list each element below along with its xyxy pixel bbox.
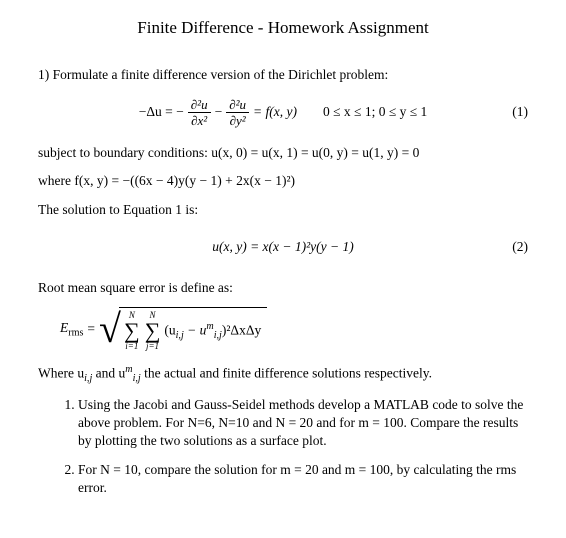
boundary-conditions: subject to boundary conditions: u(x, 0) … [38,144,528,162]
solution-intro: The solution to Equation 1 is: [38,201,528,219]
eq2-body: u(x, y) = x(x − 1)²y(y − 1) [212,239,354,255]
eq1-rhs: = f(x, y) [253,104,297,120]
erms-term: (ui,j − umi,j)²ΔxΔy [164,321,261,341]
eq1-domain: 0 ≤ x ≤ 1; 0 ≤ y ≤ 1 [323,104,427,120]
eq1-frac2: ∂²u ∂y² [226,98,249,127]
where-line: Where ui,j and umi,j the actual and fini… [38,363,528,386]
eq1-number: (1) [512,104,528,120]
task-item-2: For N = 10, compare the solution for m =… [78,461,528,497]
task-list: Using the Jacobi and Gauss-Seidel method… [38,396,528,497]
rms-intro: Root mean square error is define as: [38,279,528,297]
task-item-1: Using the Jacobi and Gauss-Seidel method… [78,396,528,451]
eq1-minus: − [215,104,223,120]
problem-intro: 1) Formulate a finite difference version… [38,66,528,84]
sum2-icon: N ∑ j=1 [145,311,161,351]
document-page: Finite Difference - Homework Assignment … [0,0,566,497]
equation-2: u(x, y) = x(x − 1)²y(y − 1) (2) [38,229,528,265]
eq1-lhs: −Δu = − [139,104,184,120]
equation-1: −Δu = − ∂²u ∂x² − ∂²u ∂y² = f(x, y) 0 ≤ … [38,94,528,130]
sqrt-icon: √ N ∑ i=1 N ∑ j=1 (ui,j − umi,j)²ΔxΔy [99,307,267,351]
rms-equation: Erms = √ N ∑ i=1 N ∑ j=1 (ui,j − umi,j)²… [60,307,528,351]
page-title: Finite Difference - Homework Assignment [38,18,528,38]
sum1-icon: N ∑ i=1 [124,311,140,351]
eq1-frac1: ∂²u ∂x² [188,98,211,127]
erms-lhs: Erms [60,320,83,339]
eq2-number: (2) [512,239,528,255]
forcing-function: where f(x, y) = −((6x − 4)y(y − 1) + 2x(… [38,172,528,190]
